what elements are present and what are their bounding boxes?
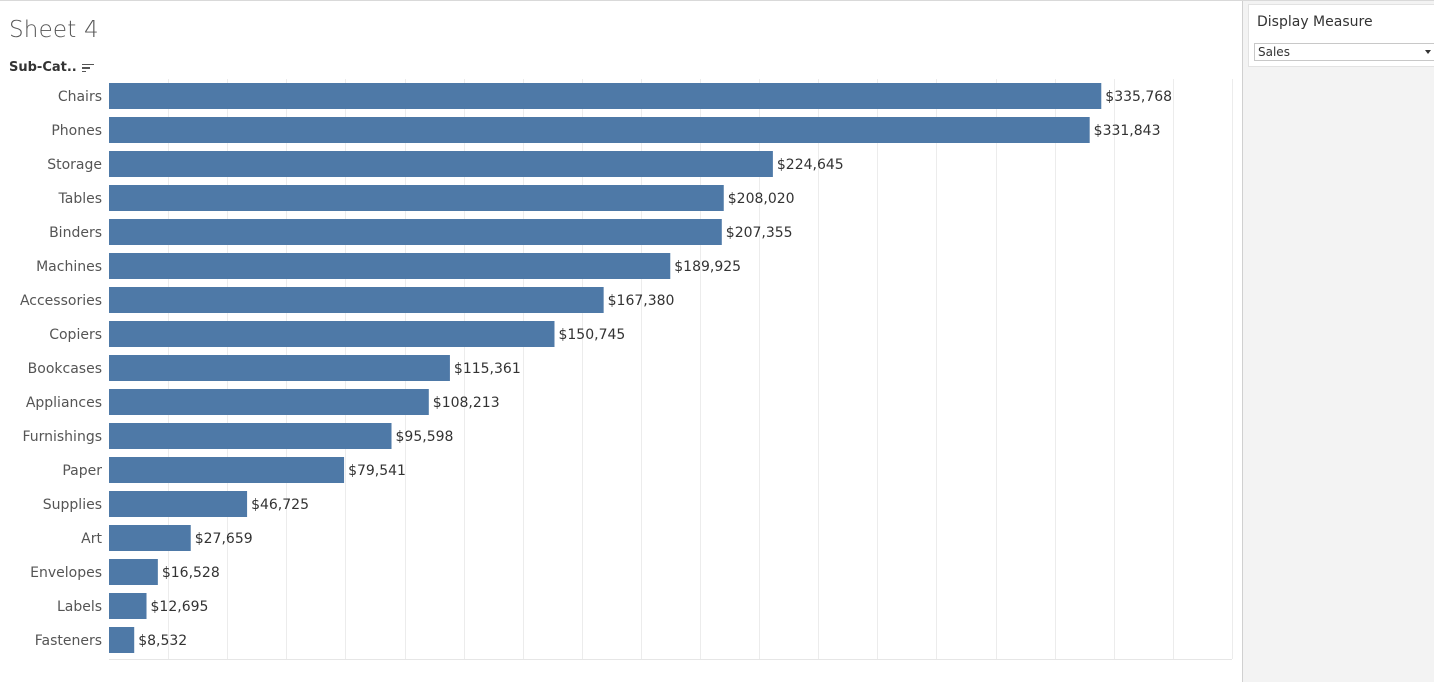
bar-accessories[interactable] xyxy=(109,287,604,313)
dimension-header[interactable]: Sub-Cat.. xyxy=(9,60,94,75)
bar-binders[interactable] xyxy=(109,219,722,245)
value-label: $95,598 xyxy=(396,429,454,445)
bar-chart: Chairs $335,768 Phones $331,843 Storage $224,… xyxy=(20,79,1233,660)
bar-copiers[interactable] xyxy=(109,321,555,347)
sort-descending-icon[interactable] xyxy=(81,63,94,73)
category-label: Bookcases xyxy=(28,361,102,377)
parameter-panel: Display Measure Sales xyxy=(1243,1,1434,682)
bar-phones[interactable] xyxy=(109,117,1090,143)
bar-bookcases[interactable] xyxy=(109,355,450,381)
category-label: Furnishings xyxy=(22,429,102,445)
parameter-title: Display Measure xyxy=(1257,14,1373,30)
category-label: Phones xyxy=(51,123,102,139)
value-label: $189,925 xyxy=(674,259,741,275)
category-label: Art xyxy=(81,531,102,547)
value-label: $79,541 xyxy=(348,463,406,479)
display-measure-select[interactable]: Sales xyxy=(1254,43,1434,61)
value-label: $331,843 xyxy=(1094,123,1161,139)
category-label: Copiers xyxy=(49,327,102,343)
panel-divider xyxy=(1242,1,1243,682)
bar-tables[interactable] xyxy=(109,185,724,211)
bar-machines[interactable] xyxy=(109,253,671,279)
category-label: Binders xyxy=(49,225,102,241)
value-label: $224,645 xyxy=(777,157,844,173)
dimension-header-label: Sub-Cat.. xyxy=(9,60,77,75)
value-label: $27,659 xyxy=(195,531,253,547)
value-label: $208,020 xyxy=(728,191,795,207)
category-label: Accessories xyxy=(20,293,102,309)
bar-labels[interactable] xyxy=(109,593,147,619)
value-label: $12,695 xyxy=(151,599,209,615)
bar-furnishings[interactable] xyxy=(109,423,392,449)
bar-appliances[interactable] xyxy=(109,389,429,415)
chevron-down-icon[interactable] xyxy=(1425,50,1431,54)
sheet-title: Sheet 4 xyxy=(9,17,99,43)
bar-fasteners[interactable] xyxy=(109,627,135,653)
bar-art[interactable] xyxy=(109,525,191,551)
bar-paper[interactable] xyxy=(109,457,345,483)
value-label: $108,213 xyxy=(433,395,500,411)
value-label: $335,768 xyxy=(1105,89,1172,105)
value-label: $8,532 xyxy=(138,633,187,649)
category-label: Machines xyxy=(36,259,102,275)
category-label: Labels xyxy=(57,599,102,615)
category-label: Fasteners xyxy=(35,633,102,649)
value-label: $207,355 xyxy=(726,225,793,241)
value-label: $16,528 xyxy=(162,565,220,581)
category-label: Envelopes xyxy=(30,565,102,581)
value-label: $150,745 xyxy=(558,327,625,343)
category-label: Tables xyxy=(58,191,103,207)
value-label: $46,725 xyxy=(251,497,309,513)
category-label: Paper xyxy=(62,463,102,479)
category-label: Supplies xyxy=(43,497,102,513)
category-label: Chairs xyxy=(58,89,102,105)
parameter-card: Display Measure Sales xyxy=(1248,4,1434,67)
bar-storage[interactable] xyxy=(109,151,773,177)
bar-supplies[interactable] xyxy=(109,491,248,517)
value-label: $115,361 xyxy=(454,361,521,377)
category-label: Appliances xyxy=(26,395,102,411)
bar-chairs[interactable] xyxy=(109,83,1102,109)
category-label: Storage xyxy=(47,157,102,173)
display-measure-value: Sales xyxy=(1258,45,1290,59)
bar-envelopes[interactable] xyxy=(109,559,158,585)
value-label: $167,380 xyxy=(608,293,675,309)
